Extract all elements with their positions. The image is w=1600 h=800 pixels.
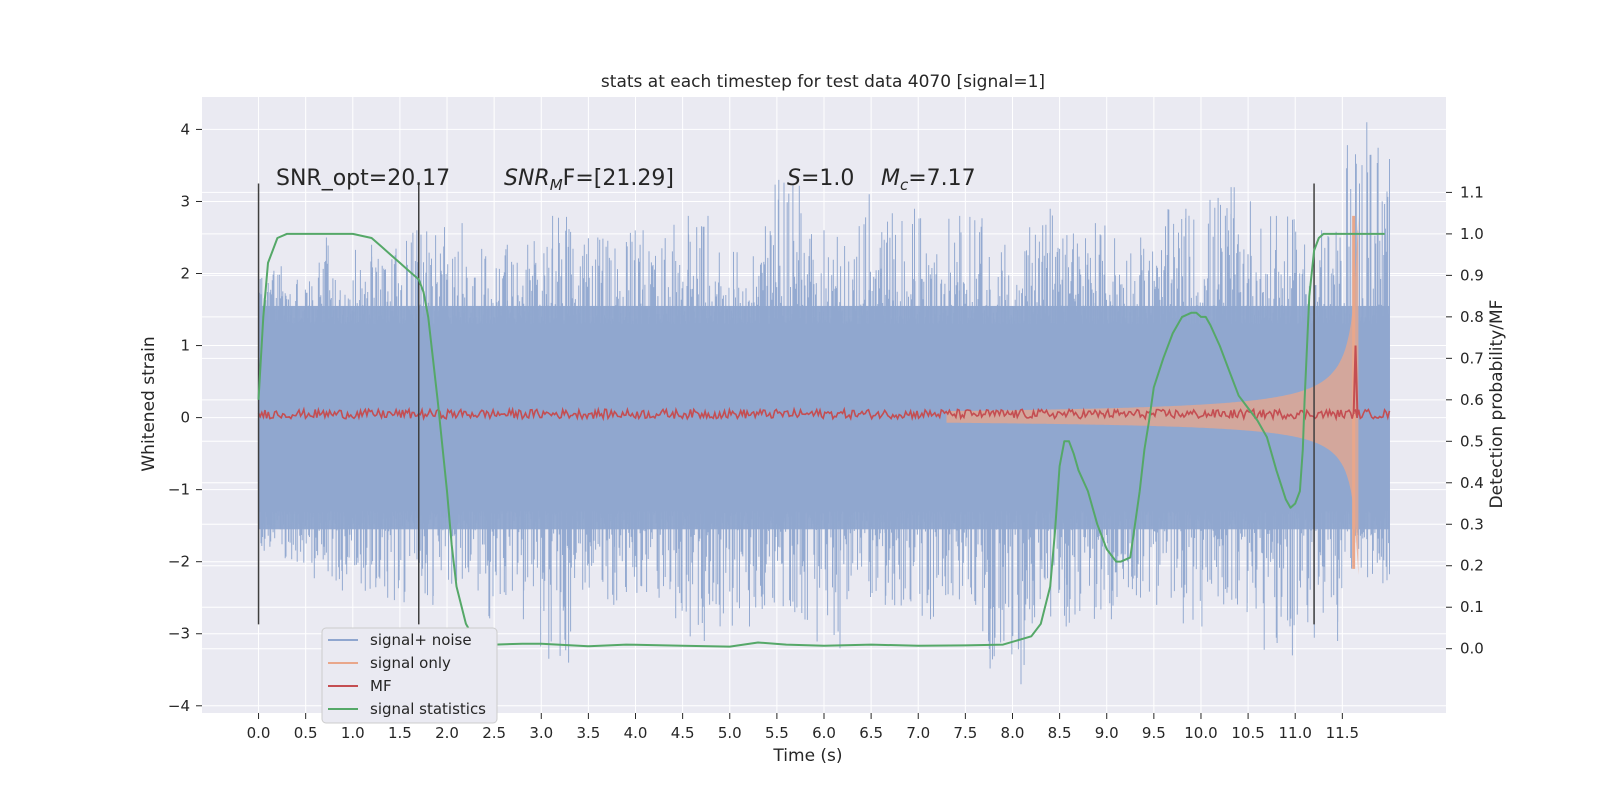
y-tick-label: 3	[180, 192, 190, 210]
x-tick-label: 6.0	[812, 724, 836, 742]
annotation-mc: Mc=7.17	[881, 166, 976, 194]
y2-tick-label: 0.8	[1460, 308, 1484, 326]
x-tick-label: 8.5	[1048, 724, 1072, 742]
legend-item-signal-statistics: signal statistics	[328, 700, 486, 718]
signal-statistics-line	[257, 232, 1385, 648]
x-tick-label: 11.5	[1326, 724, 1359, 742]
x-tick-label: 10.5	[1231, 724, 1264, 742]
y-tick-label: 0	[180, 409, 190, 427]
y2-axis-label: Detection probability/MF	[1487, 300, 1507, 509]
legend-label-signal-statistics: signal statistics	[370, 700, 486, 718]
x-tick-label: 1.0	[341, 724, 365, 742]
y2-tick-label: 0.1	[1460, 598, 1484, 616]
x-tick-label: 11.0	[1279, 724, 1312, 742]
chart-title: stats at each timestep for test data 407…	[601, 72, 1045, 92]
x-tick-label: 7.0	[906, 724, 930, 742]
y-axis-label: Whitened strain	[139, 336, 159, 471]
series-mf	[257, 345, 1391, 422]
series-signal-statistics	[257, 232, 1385, 648]
annotation-snr-mf: SNRMF=[21.29]	[504, 166, 674, 194]
x-tick-label: 5.5	[765, 724, 789, 742]
y2-tick-label: 0.6	[1460, 391, 1484, 409]
y-tick-label: 1	[180, 337, 190, 355]
x-tick-label: 2.5	[482, 724, 506, 742]
annotation-s-symbol: S	[787, 166, 801, 191]
y2-tick-label: 1.1	[1460, 183, 1484, 201]
y2-tick-label: 0.9	[1460, 266, 1484, 284]
x-tick-label: 2.0	[435, 724, 459, 742]
y2-tick-label: 0.5	[1460, 432, 1484, 450]
annotation-snr-mf-value: F=[21.29]	[563, 166, 674, 191]
legend-label-signal-only: signal only	[370, 654, 451, 672]
annotation-snr-mf-symbol: SNR	[504, 166, 550, 191]
x-tick-label: 9.5	[1142, 724, 1166, 742]
x-tick-label: 6.5	[859, 724, 883, 742]
annotation-mc-symbol: M	[881, 166, 900, 191]
annotation-s: S=1.0	[787, 166, 854, 191]
y-tick-label: −1	[168, 481, 190, 499]
x-axis-label: Time (s)	[772, 746, 842, 766]
x-tick-label: 4.0	[624, 724, 648, 742]
legend-box	[321, 627, 498, 724]
x-tick-label: 0.5	[294, 724, 318, 742]
x-tick-label: 3.5	[576, 724, 600, 742]
y-tick-label: 2	[180, 265, 190, 283]
y-tick-label: −3	[168, 625, 190, 643]
annotation-s-value: =1.0	[801, 166, 854, 191]
x-tick-label: 4.5	[671, 724, 695, 742]
x-tick-label: 7.5	[953, 724, 977, 742]
mf-spike	[1352, 345, 1359, 415]
legend: signal+ noise signal only MF signal stat…	[321, 627, 498, 724]
y2-tick-label: 0.3	[1460, 515, 1484, 533]
x-axis: 0.0 0.5 1.0 1.5 2.0 2.5 3.0 3.5 4.0 4.5 5.0 5.5 6.0 6…	[247, 713, 1359, 742]
y-axis-left: 4 3 2 1 0 −1 −2 −3 −4	[168, 120, 202, 715]
y2-tick-label: 0.0	[1460, 640, 1484, 658]
x-tick-label: 9.0	[1095, 724, 1119, 742]
x-tick-label: 1.5	[388, 724, 412, 742]
annotation-snr-opt: SNR_opt=20.17	[276, 166, 450, 191]
mf-line	[257, 406, 1391, 422]
legend-item-signal-only: signal only	[328, 654, 451, 672]
annotations: SNR_opt=20.17 SNRMF=[21.29] S=1.0 Mc=7.1…	[276, 166, 976, 194]
y-axis-right: 1.1 1.0 0.9 0.8 0.7 0.6 0.5 0.4 0.3 0.2 0.1 0.0	[1446, 183, 1484, 658]
y2-tick-label: 0.4	[1460, 474, 1484, 492]
legend-item-mf: MF	[328, 677, 392, 695]
x-tick-label: 10.0	[1184, 724, 1217, 742]
y2-tick-label: 0.2	[1460, 557, 1484, 575]
x-tick-label: 5.0	[718, 724, 742, 742]
annotation-mc-subscript: c	[900, 176, 909, 194]
y2-tick-label: 0.7	[1460, 349, 1484, 367]
legend-label-signal-noise: signal+ noise	[370, 631, 472, 649]
annotation-snr-mf-subscript: M	[550, 176, 563, 194]
legend-item-signal-noise: signal+ noise	[328, 631, 472, 649]
x-tick-label: 0.0	[247, 724, 271, 742]
x-tick-label: 3.0	[529, 724, 553, 742]
annotation-mc-value: =7.17	[908, 166, 975, 191]
legend-label-mf: MF	[370, 677, 392, 695]
y-tick-label: −4	[168, 697, 190, 715]
y2-tick-label: 1.0	[1460, 225, 1484, 243]
x-tick-label: 8.0	[1001, 724, 1025, 742]
y-tick-label: −2	[168, 553, 190, 571]
y-tick-label: 4	[180, 120, 190, 138]
